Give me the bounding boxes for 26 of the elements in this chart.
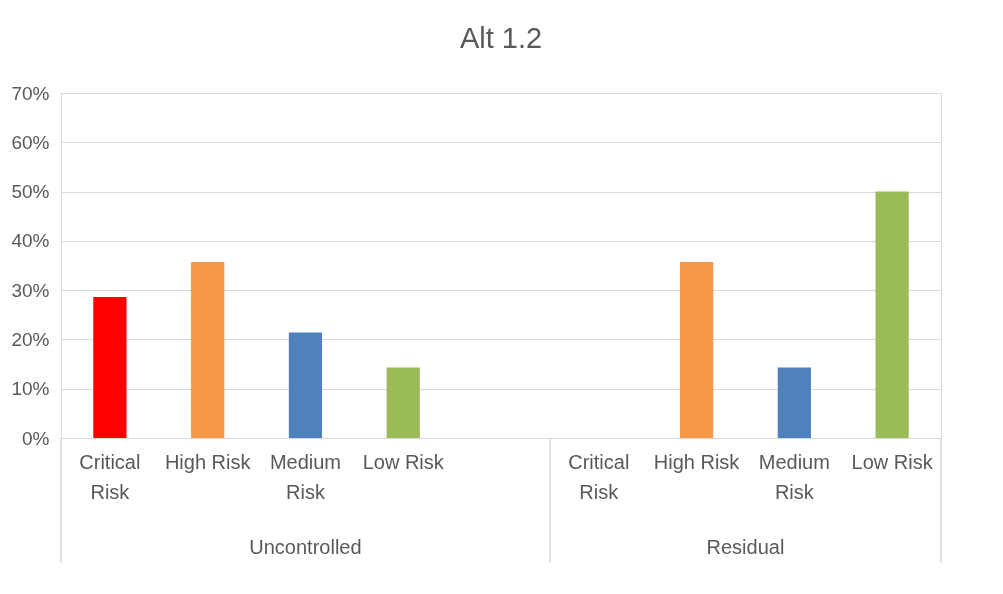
y-tick-label: 70% <box>11 82 50 104</box>
bar <box>875 191 909 438</box>
y-tick-label: 40% <box>11 230 50 252</box>
text: Residual <box>706 536 785 558</box>
y-tick-label: 10% <box>11 378 50 400</box>
x-tick-label: Low Risk <box>362 450 445 473</box>
bar <box>93 297 127 438</box>
x-tick-label: Critical Risk <box>568 450 630 503</box>
text: Uncontrolled <box>249 536 362 558</box>
y-tick-label: 0% <box>22 427 50 449</box>
y-tick-label: 30% <box>11 279 50 301</box>
x-tick-label: Medium Risk <box>758 450 830 503</box>
y-tick-label: 20% <box>11 328 50 350</box>
chart-title: Alt 1.2 <box>459 22 543 54</box>
x-tick-label: Medium Risk <box>269 450 342 503</box>
bar <box>777 367 811 438</box>
bar <box>679 262 714 438</box>
bar <box>386 367 420 438</box>
y-tick-label: 50% <box>11 181 50 203</box>
x-tick-label: High Risk <box>164 450 252 473</box>
y-tick-label: 60% <box>11 131 50 153</box>
x-tick-label: High Risk <box>653 450 741 473</box>
bar <box>191 262 225 438</box>
x-tick-label: Critical Risk <box>79 450 141 503</box>
bar <box>288 332 323 438</box>
x-tick-label: Low Risk <box>851 450 934 473</box>
